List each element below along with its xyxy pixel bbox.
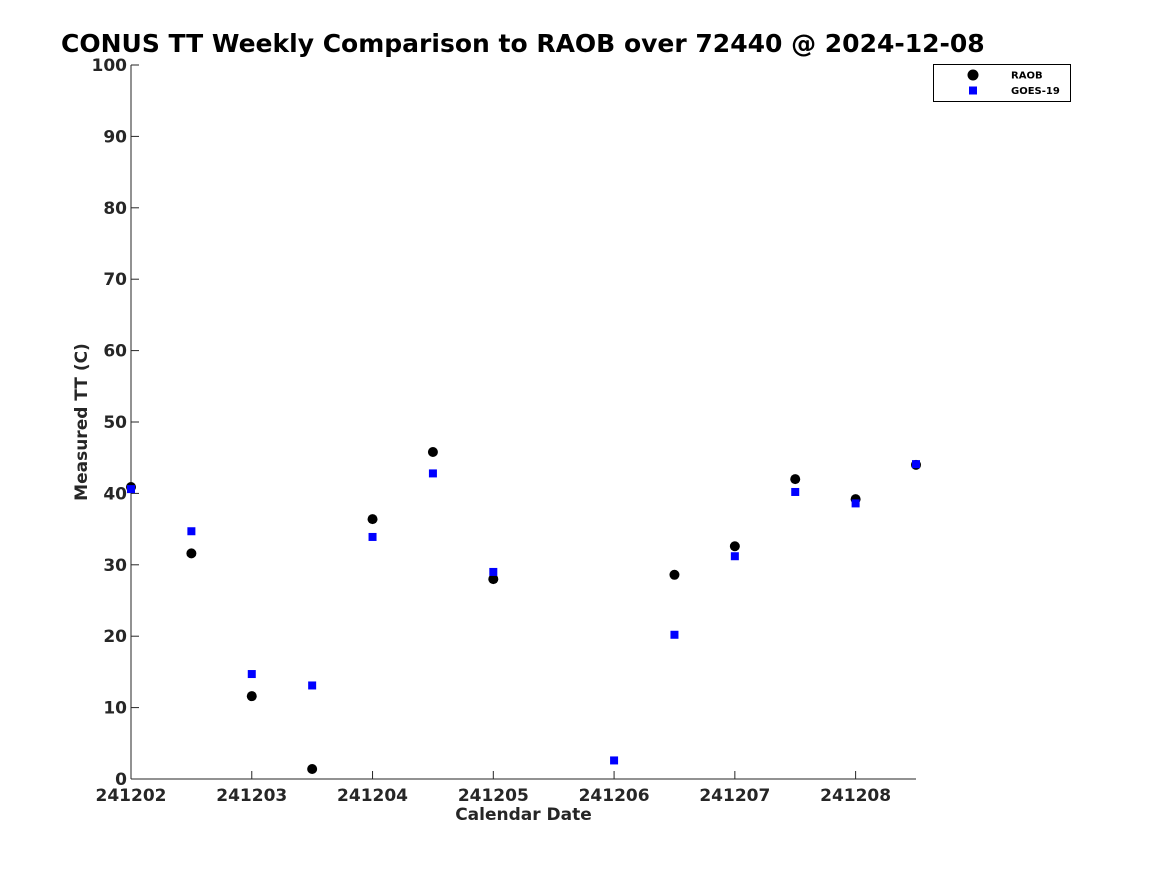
raob-point <box>427 446 438 457</box>
legend-marker-raob <box>967 69 979 81</box>
goes-19-point <box>730 552 739 561</box>
data-points <box>126 446 921 775</box>
goes-19-point <box>127 485 135 494</box>
goes-19-point <box>489 567 498 576</box>
y-tick-label: 20 <box>103 627 127 647</box>
y-tick-label: 60 <box>103 342 127 362</box>
chart-title: CONUS TT Weekly Comparison to RAOB over … <box>61 29 985 58</box>
x-tick-label: 241208 <box>820 786 891 806</box>
raob-point <box>729 541 740 552</box>
raob-point <box>186 548 197 559</box>
x-axis-label: Calendar Date <box>455 805 592 825</box>
x-tick-label: 241206 <box>579 786 650 806</box>
legend-box <box>933 64 1071 102</box>
y-tick-label: 80 <box>103 199 127 219</box>
goes-19-point <box>670 630 679 639</box>
goes-19-point <box>851 499 860 508</box>
raob-point <box>307 764 318 775</box>
raob-point <box>367 514 378 525</box>
goes-19-point <box>791 487 800 496</box>
raob-point <box>488 574 499 585</box>
legend-marker-goes-19 <box>969 86 977 95</box>
goes-19-point <box>308 681 317 690</box>
x-ticks: 241202 241203 241204 241205 241206 241207 2412… <box>96 771 891 806</box>
y-axis-label: Measured TT (C) <box>72 343 92 501</box>
goes-19-point <box>428 469 437 478</box>
x-tick-label: 241203 <box>216 786 287 806</box>
legend: RAOB GOES-19 <box>933 64 1071 102</box>
legend-label-raob: RAOB <box>1011 71 1043 82</box>
x-tick-label: 241204 <box>337 786 408 806</box>
goes-19-point <box>368 532 377 541</box>
y-tick-label: 10 <box>103 699 127 719</box>
raob-point <box>790 474 801 485</box>
x-tick-label: 241205 <box>458 786 529 806</box>
y-tick-label: 50 <box>103 413 127 433</box>
y-tick-label: 90 <box>103 127 127 147</box>
y-tick-label: 40 <box>103 484 127 504</box>
y-tick-label: 0 <box>115 770 127 790</box>
raob-point <box>669 569 680 580</box>
y-ticks: 0 10 20 30 40 50 60 70 80 90 100 <box>92 56 139 790</box>
goes-19-point <box>247 670 256 679</box>
goes-19-point <box>912 460 920 469</box>
goes-19-point <box>610 756 619 765</box>
goes-19-point <box>187 527 196 536</box>
legend-label-goes-19: GOES-19 <box>1011 86 1060 97</box>
x-tick-label: 241207 <box>699 786 770 806</box>
x-tick-label: 241202 <box>96 786 167 806</box>
raob-point <box>246 691 257 702</box>
y-tick-label: 100 <box>92 56 128 76</box>
y-tick-label: 30 <box>103 556 127 576</box>
y-tick-label: 70 <box>103 270 127 290</box>
